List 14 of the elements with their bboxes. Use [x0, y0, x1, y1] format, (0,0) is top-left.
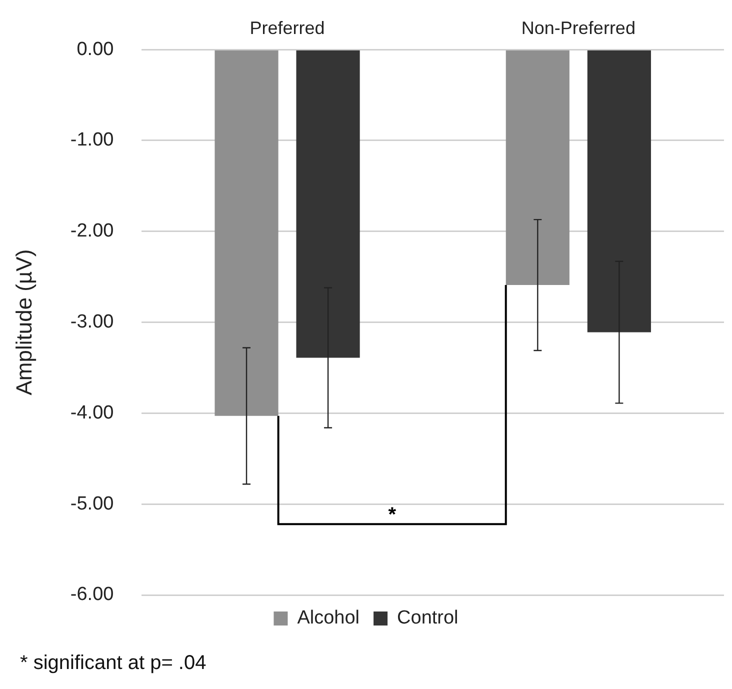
x-tick-label: Preferred [250, 18, 325, 38]
y-axis-title: Amplitude (µV) [11, 249, 36, 396]
text: * significant at p= .04 [20, 652, 208, 675]
legend-label: Alcohol [297, 608, 360, 629]
y-tick-label: -4.00 [70, 402, 114, 424]
y-tick-label: 0.00 [76, 38, 114, 60]
legend-label: Control [397, 608, 458, 629]
y-tick-label: -6.00 [70, 584, 114, 606]
annotation: * [388, 504, 396, 526]
y-tick-label: -1.00 [70, 130, 114, 151]
x-tick-label: Non-Preferred [521, 18, 636, 38]
y-tick-label: -2.00 [70, 220, 114, 242]
y-tick-label: -5.00 [70, 493, 114, 514]
y-tick-label: -3.00 [70, 312, 114, 333]
